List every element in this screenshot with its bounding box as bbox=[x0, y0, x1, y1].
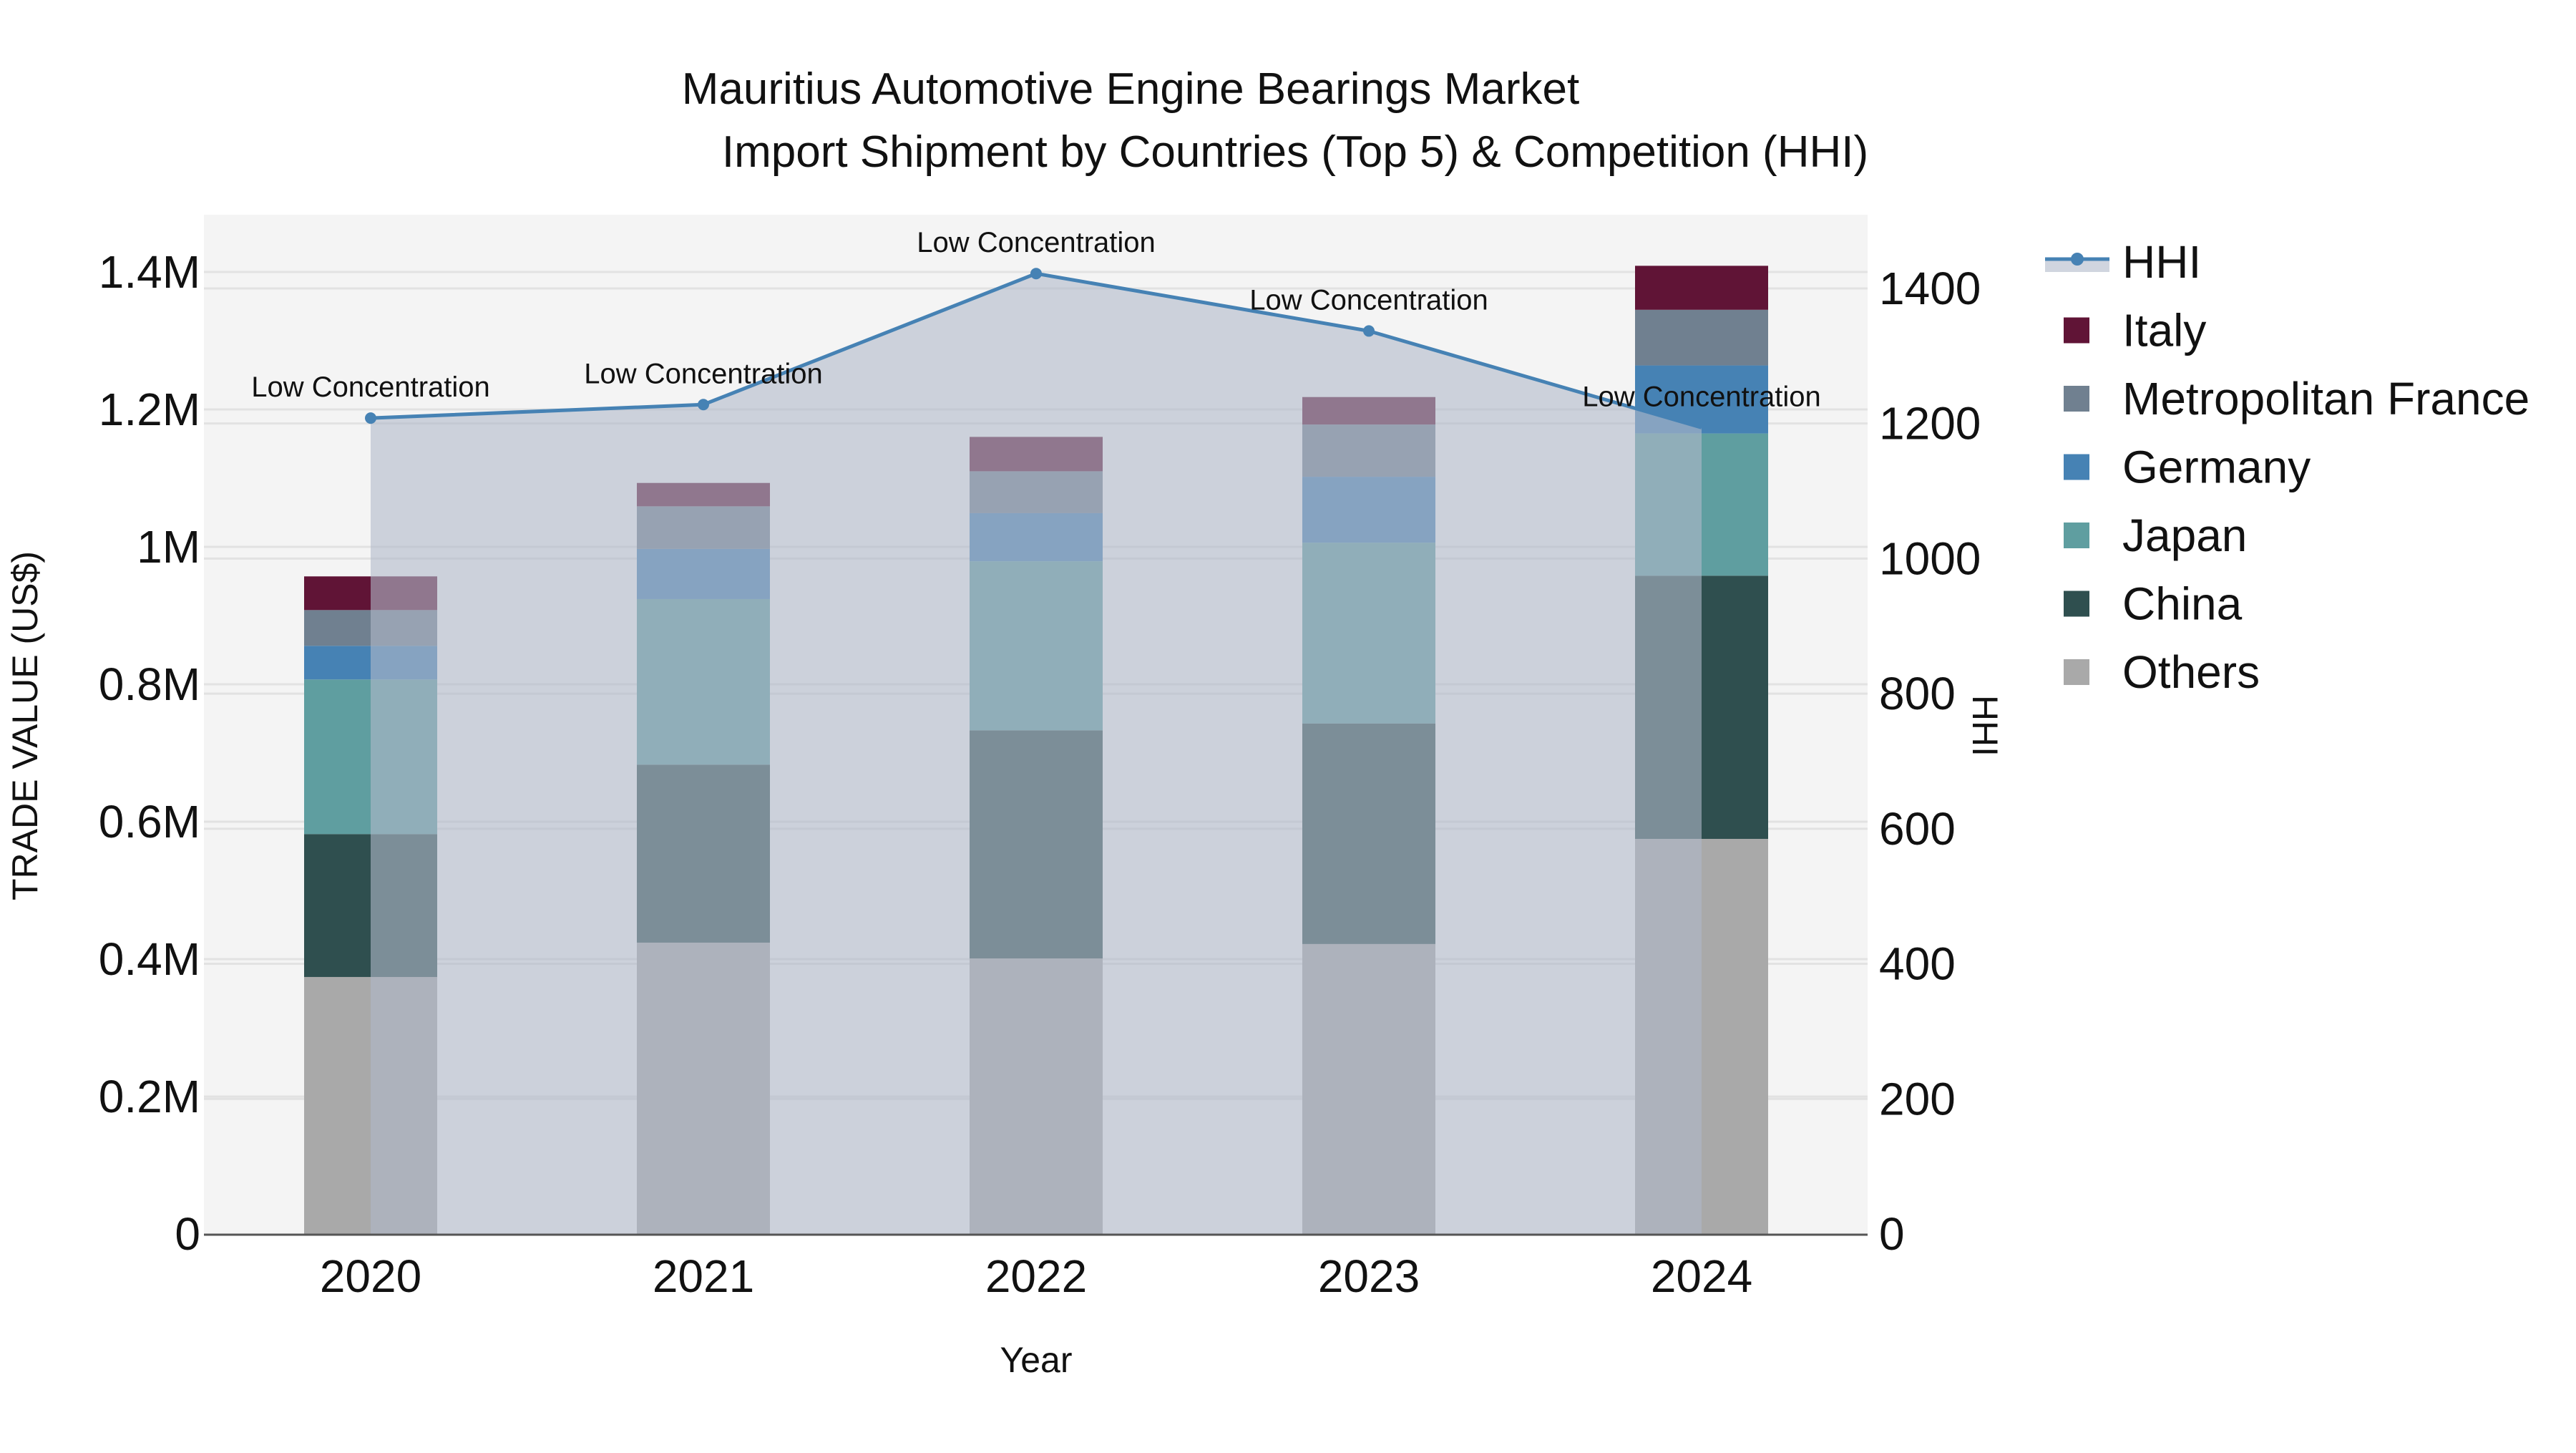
legend-item-hhi: HHI bbox=[2045, 236, 2201, 288]
hhi-annotation: Low Concentration bbox=[251, 371, 490, 403]
y2-tick-label: 400 bbox=[1879, 938, 1956, 990]
legend-label: Italy bbox=[2122, 305, 2206, 356]
legend-item-china: China bbox=[2064, 578, 2243, 630]
y2-tick-label: 1000 bbox=[1879, 533, 1981, 584]
chart-subtitle: Import Shipment by Countries (Top 5) & C… bbox=[722, 127, 1868, 177]
y-tick-label: 1M bbox=[137, 521, 200, 573]
y2-tick-label: 600 bbox=[1879, 803, 1956, 855]
hhi-marker bbox=[1030, 268, 1042, 280]
bar-segment bbox=[1635, 309, 1768, 366]
y2-axis-ticks: 0 200 400 600 800 1000 1200 1400 bbox=[1879, 263, 1981, 1260]
legend-swatch-icon bbox=[2064, 591, 2089, 617]
y2-tick-label: 0 bbox=[1879, 1208, 1905, 1260]
legend-swatch-icon bbox=[2064, 523, 2089, 548]
y2-tick-label: 200 bbox=[1879, 1073, 1956, 1124]
legend-label: Others bbox=[2122, 646, 2260, 698]
legend-item-italy: Italy bbox=[2064, 305, 2206, 356]
y-tick-label: 0.4M bbox=[99, 933, 200, 985]
legend-label: Metropolitan France bbox=[2122, 373, 2529, 424]
hhi-annotation: Low Concentration bbox=[917, 227, 1156, 258]
legend-label: Japan bbox=[2122, 510, 2247, 561]
chart-title: Mauritius Automotive Engine Bearings Mar… bbox=[682, 64, 1579, 114]
x-axis-ticks: 2020 2021 2022 2023 2024 bbox=[320, 1250, 1752, 1302]
y-axis-title: TRADE VALUE (US$) bbox=[5, 551, 45, 900]
y2-tick-label: 800 bbox=[1879, 668, 1956, 719]
legend-label: HHI bbox=[2122, 236, 2201, 288]
legend-label: China bbox=[2122, 578, 2243, 630]
legend-hhi-marker-icon bbox=[2071, 253, 2084, 266]
y-tick-label: 1.2M bbox=[99, 384, 200, 435]
hhi-annotation: Low Concentration bbox=[1582, 381, 1821, 412]
legend-swatch-icon bbox=[2064, 454, 2089, 480]
bar-segment bbox=[1635, 266, 1768, 310]
x-tick-label: 2021 bbox=[653, 1250, 754, 1302]
x-tick-label: 2020 bbox=[320, 1250, 421, 1302]
legend-label: Germany bbox=[2122, 442, 2311, 493]
y-tick-label: 0.6M bbox=[99, 796, 200, 847]
hhi-marker bbox=[1363, 325, 1375, 337]
legend-item-germany: Germany bbox=[2064, 442, 2311, 493]
y-axis-ticks: 0 0.2M 0.4M 0.6M 0.8M 1M 1.2M 1.4M bbox=[99, 246, 200, 1260]
x-tick-label: 2024 bbox=[1651, 1250, 1752, 1302]
legend-swatch-icon bbox=[2064, 659, 2089, 685]
y-tick-label: 0 bbox=[175, 1208, 200, 1260]
y-tick-label: 0.8M bbox=[99, 659, 200, 710]
hhi-annotations: Low Concentration Low Concentration Low Co… bbox=[251, 227, 1821, 412]
legend-item-japan: Japan bbox=[2064, 510, 2247, 561]
y2-tick-label: 1200 bbox=[1879, 398, 1981, 449]
x-tick-label: 2023 bbox=[1318, 1250, 1420, 1302]
hhi-line-area bbox=[365, 268, 1702, 1234]
legend-swatch-icon bbox=[2064, 386, 2089, 412]
hhi-marker bbox=[365, 412, 376, 424]
hhi-annotation: Low Concentration bbox=[584, 358, 823, 389]
y-tick-label: 1.4M bbox=[99, 246, 200, 298]
hhi-area bbox=[371, 273, 1702, 1234]
hhi-annotation: Low Concentration bbox=[1249, 284, 1488, 316]
legend-item-others: Others bbox=[2064, 646, 2260, 698]
y2-tick-label: 1400 bbox=[1879, 263, 1981, 314]
legend-item-metropolitan-france: Metropolitan France bbox=[2064, 373, 2529, 424]
y-tick-label: 0.2M bbox=[99, 1071, 200, 1122]
x-axis-title: Year bbox=[1000, 1340, 1072, 1380]
legend: HHI Italy Metropolitan France Germany Japan C… bbox=[2045, 236, 2529, 698]
y2-axis-title: HHI bbox=[1965, 695, 2005, 757]
hhi-marker bbox=[698, 399, 709, 411]
x-tick-label: 2022 bbox=[985, 1250, 1087, 1302]
legend-swatch-icon bbox=[2064, 317, 2089, 344]
